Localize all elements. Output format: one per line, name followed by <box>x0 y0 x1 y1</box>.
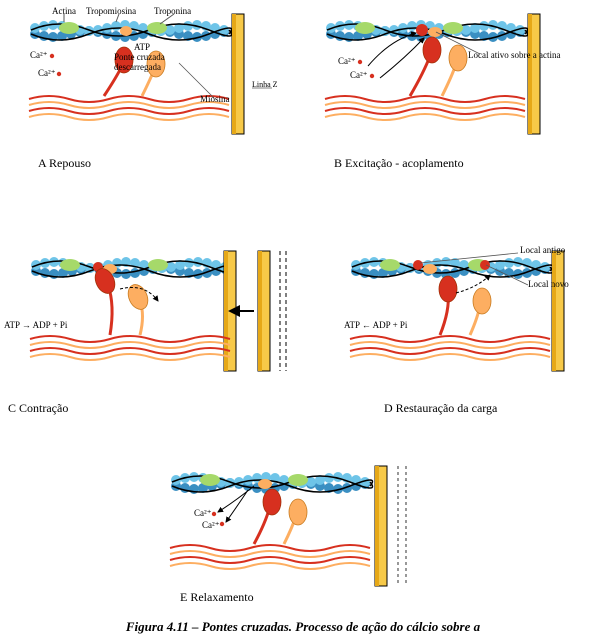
panel-e-label: E Relaxamento <box>180 590 254 605</box>
label-ca-b2: Ca²⁺ <box>350 70 367 81</box>
label-local-antigo: Local antigo <box>520 245 565 255</box>
label-ca-a1: Ca²⁺ <box>30 50 47 61</box>
label-actina: Actina <box>52 6 76 16</box>
panel-d: Local antigo Local novo ATP ← ADP + Pi D… <box>330 245 600 425</box>
label-local-novo: Local novo <box>528 279 569 289</box>
label-local-ativo: Local ativo sobre a actina <box>468 50 560 60</box>
label-atp-c: ATP → ADP + Pi <box>4 320 67 330</box>
panel-e: Ca²⁺ Ca²⁺ E Relaxamento <box>150 460 450 610</box>
label-ca-e1: Ca²⁺ <box>194 508 211 519</box>
label-miosina: Miosina <box>200 94 230 104</box>
panel-c-label: C Contração <box>8 401 68 416</box>
label-ponte1: Ponte cruzada <box>114 52 165 62</box>
panel-a: Actina Tropomiosina Troponina ATP Ponte … <box>24 8 284 178</box>
panel-a-label: A Repouso <box>38 156 91 171</box>
figure-caption: Figura 4.11 – Pontes cruzadas. Processo … <box>0 619 606 635</box>
label-ca-a2: Ca²⁺ <box>38 68 55 79</box>
panel-b-label: B Excitação - acoplamento <box>334 156 464 171</box>
label-ca-e2: Ca²⁺ <box>202 520 219 531</box>
label-atp-a: ATP <box>134 42 150 52</box>
label-troponina: Troponina <box>154 6 191 16</box>
label-ponte2: descarregada <box>114 62 161 72</box>
label-ca-b1: Ca²⁺ <box>338 56 355 67</box>
label-tropomiosina: Tropomiosina <box>86 6 136 16</box>
panel-e-svg <box>150 460 450 590</box>
panel-c: ATP → ADP + Pi C Contração <box>0 245 300 425</box>
label-linha-z: Linha Z <box>252 80 278 89</box>
panel-a-svg <box>24 8 284 148</box>
label-atp-d: ATP ← ADP + Pi <box>344 320 407 330</box>
panel-b: Ca²⁺ Ca²⁺ Local ativo sobre a actina B E… <box>320 8 590 178</box>
panel-d-label: D Restauração da carga <box>384 401 497 416</box>
